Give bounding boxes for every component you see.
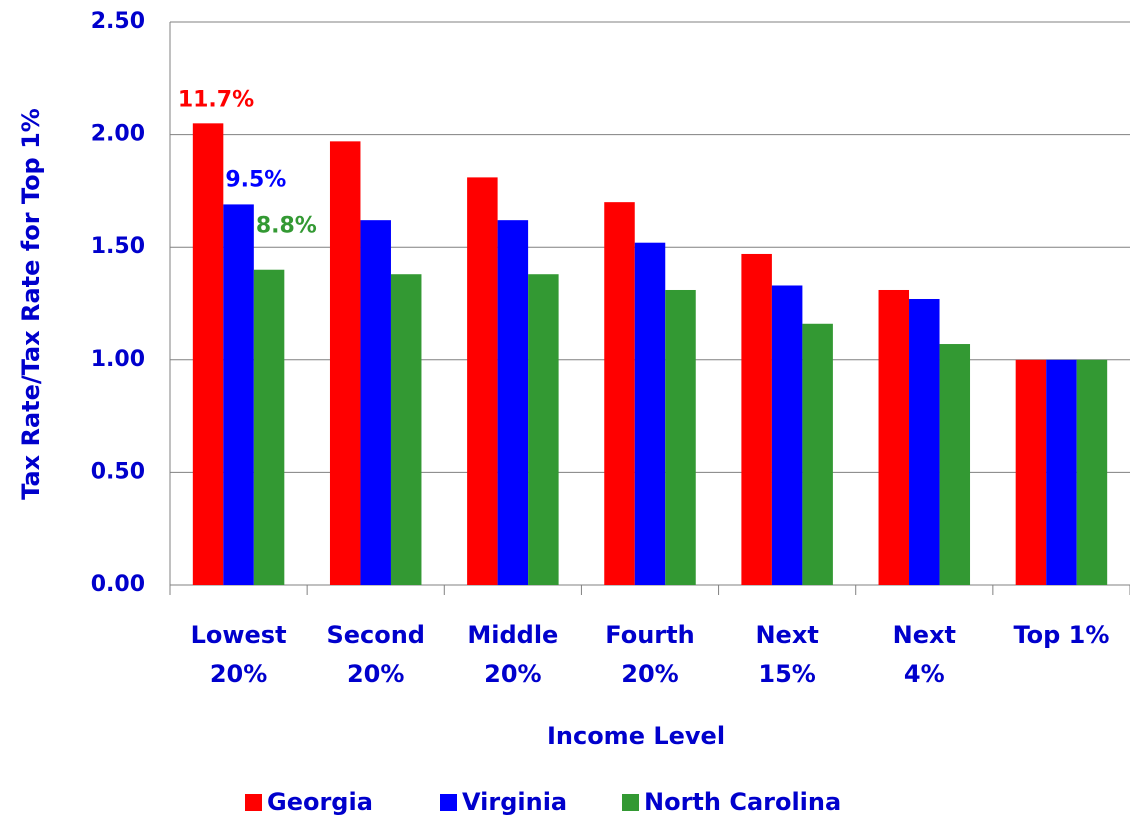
annotation: 11.7% — [178, 87, 254, 112]
bar — [1076, 359, 1108, 585]
bar — [390, 274, 422, 585]
annotation: 8.8% — [256, 214, 317, 239]
bar — [878, 289, 910, 585]
legend-swatch — [440, 794, 457, 811]
x-tick-label: 15% — [758, 660, 815, 688]
y-tick-label: 2.00 — [91, 122, 145, 147]
x-tick-label: 4% — [904, 660, 945, 688]
bar — [604, 202, 635, 585]
y-tick-label: 0.50 — [91, 459, 145, 484]
x-tick-label: 20% — [484, 660, 541, 688]
x-tick-label: Second — [326, 621, 425, 649]
x-tick-label: Fourth — [605, 621, 694, 649]
bar — [360, 220, 391, 585]
x-tick-label: 20% — [347, 660, 404, 688]
bar — [1046, 359, 1077, 585]
bar — [1015, 359, 1047, 585]
bar — [909, 298, 940, 585]
legend-swatch — [245, 794, 262, 811]
legend-swatch — [622, 794, 639, 811]
bar — [665, 289, 696, 585]
bar — [939, 344, 971, 585]
annotation: 9.5% — [225, 167, 286, 192]
bar — [253, 269, 285, 585]
bar — [192, 123, 224, 585]
legend-label: North Carolina — [644, 788, 841, 816]
x-tick-label: 20% — [210, 660, 267, 688]
bar — [802, 323, 833, 585]
x-tick-label: 20% — [621, 660, 678, 688]
x-tick-label: Middle — [467, 621, 558, 649]
x-tick-label: Next — [755, 621, 818, 649]
bar — [467, 177, 498, 585]
x-axis-title: Income Level — [547, 722, 725, 750]
legend-label: Georgia — [267, 788, 373, 816]
y-axis-title: Tax Rate/Tax Rate for Top 1% — [17, 108, 45, 500]
x-tick-label: Next — [893, 621, 956, 649]
y-tick-label: 0.00 — [91, 572, 145, 597]
y-tick-label: 2.50 — [91, 9, 145, 34]
bar — [329, 141, 361, 585]
bar — [497, 220, 529, 585]
x-tick-label: Top 1% — [1013, 621, 1109, 649]
bar — [741, 253, 772, 585]
legend-label: Virginia — [462, 788, 567, 816]
bar — [528, 274, 559, 585]
y-tick-label: 1.00 — [91, 347, 145, 372]
y-tick-label: 1.50 — [91, 234, 145, 259]
x-tick-label: Lowest — [191, 621, 287, 649]
bar — [771, 285, 803, 585]
bar — [223, 204, 254, 586]
bar — [634, 242, 666, 586]
